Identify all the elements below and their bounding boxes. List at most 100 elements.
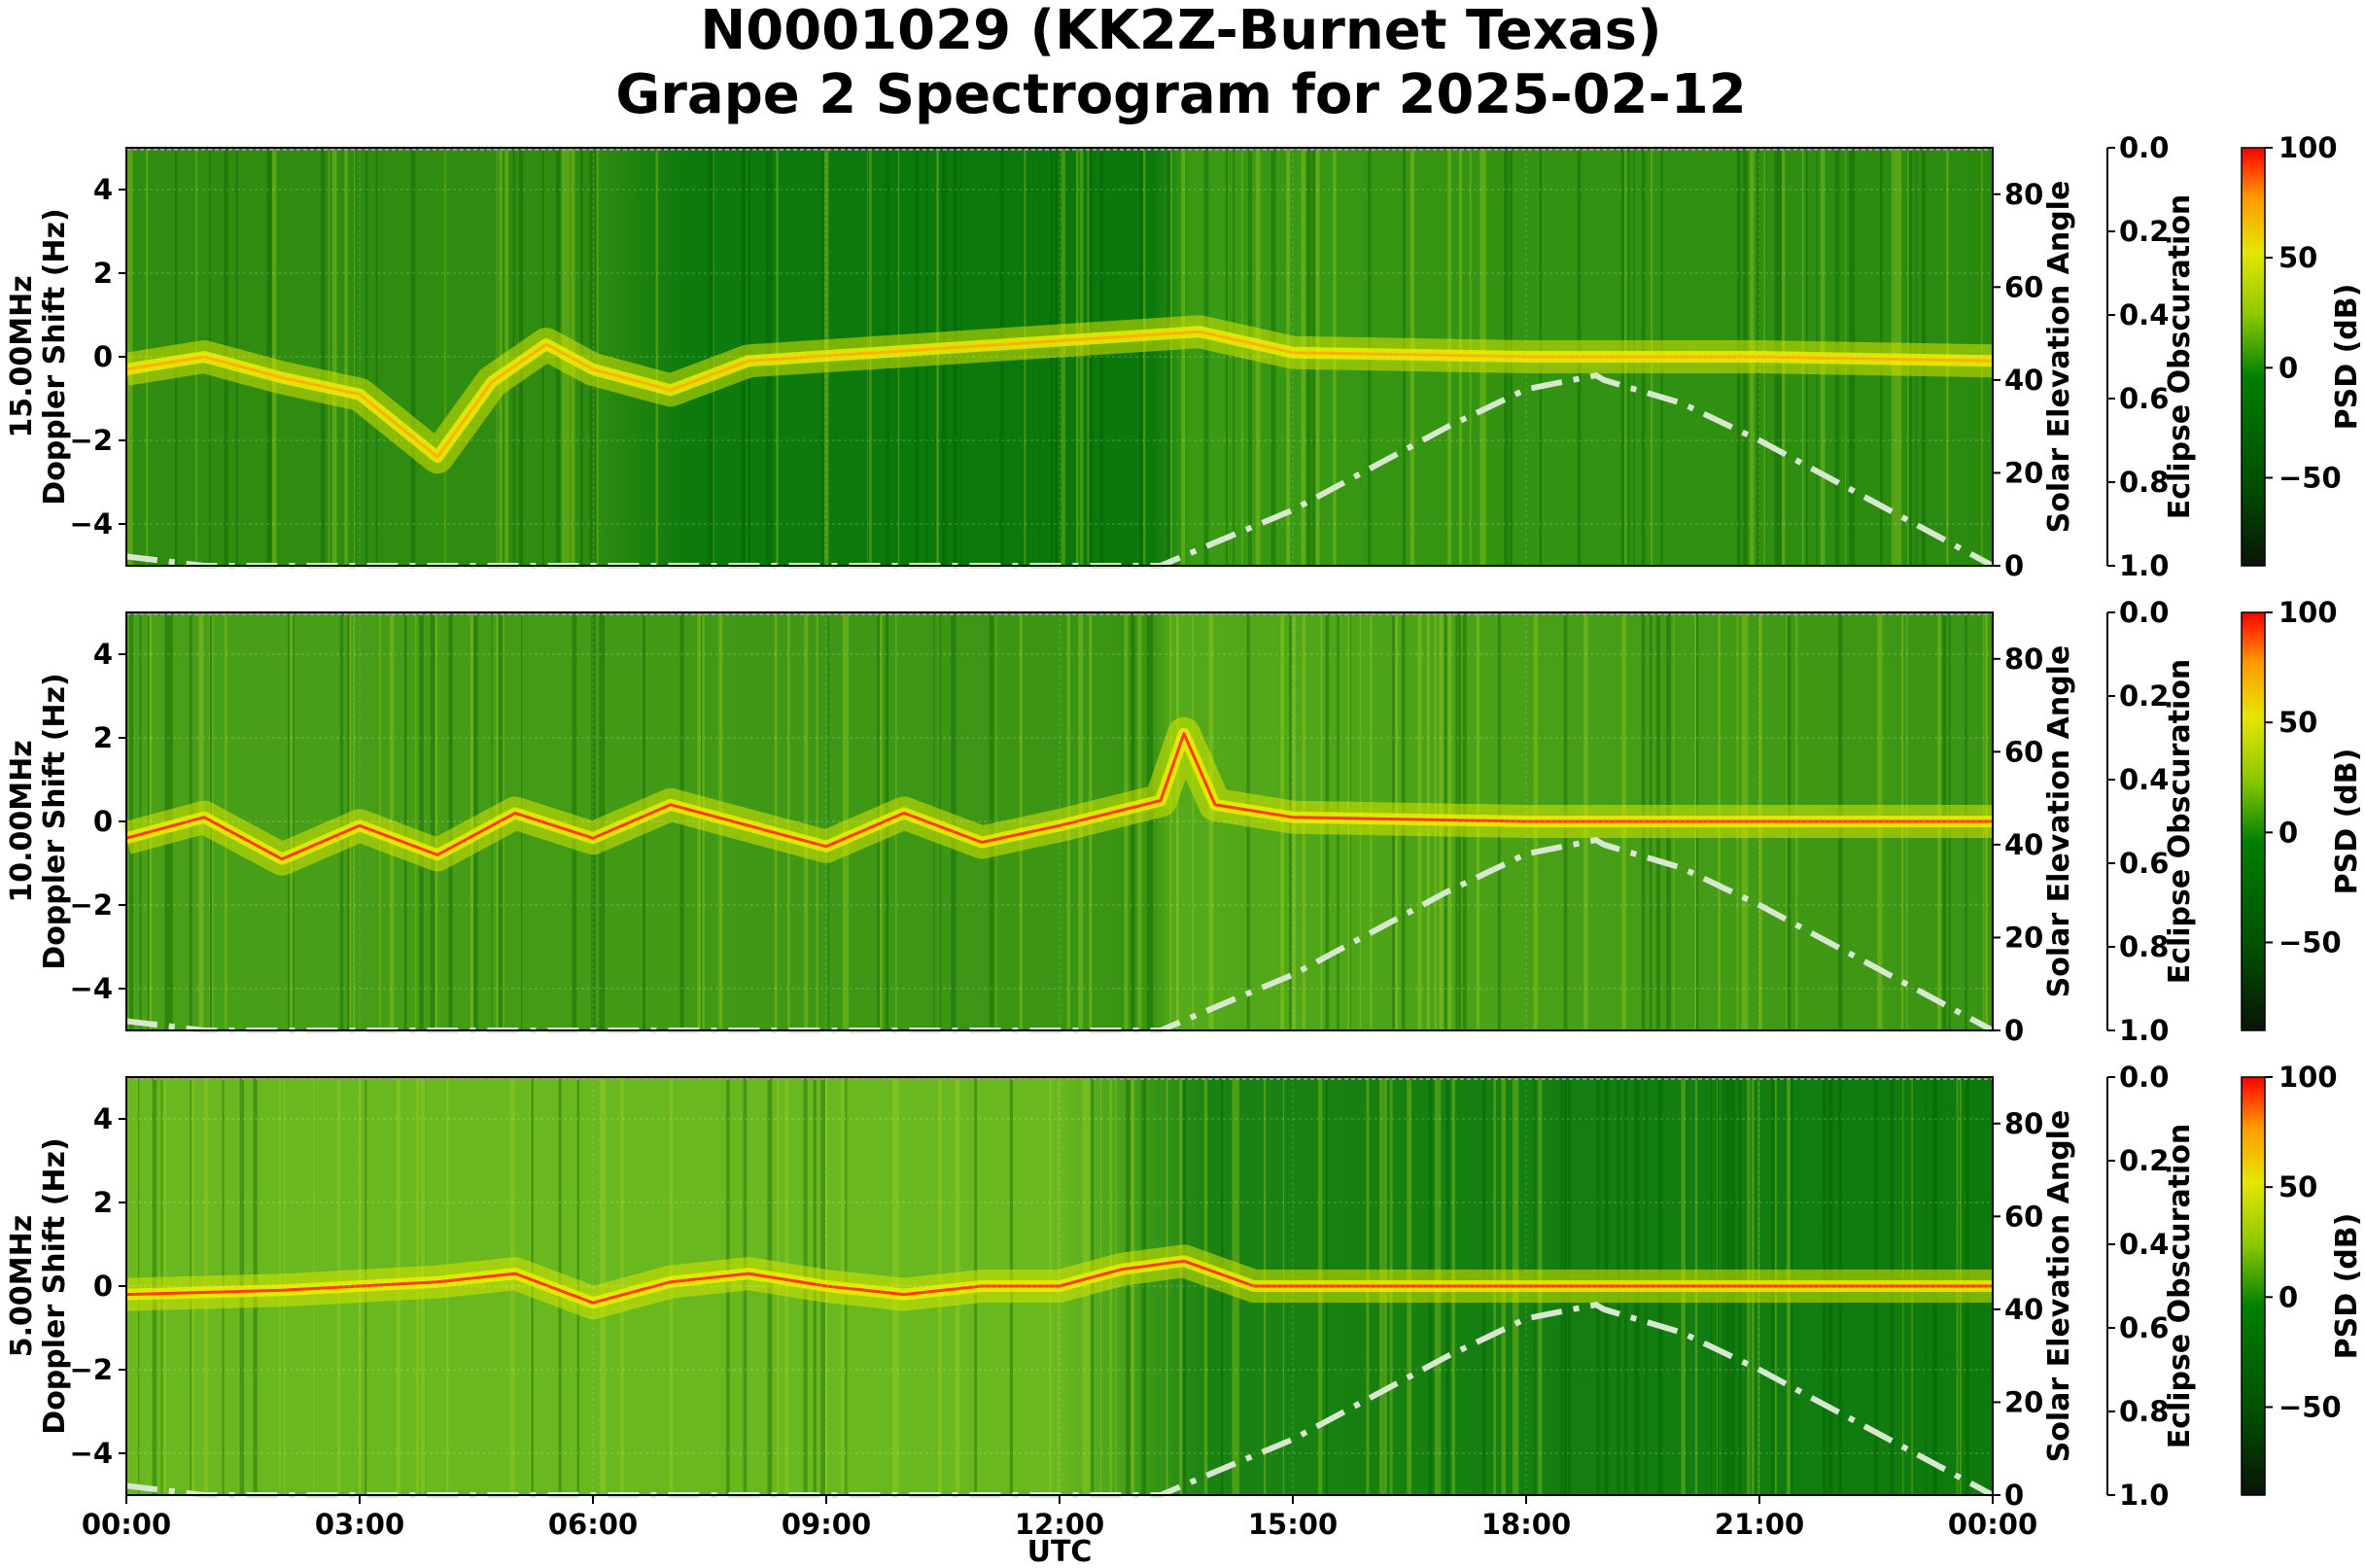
right-tick-label: 20 [2004, 1385, 2043, 1418]
spectrogram-stripe [266, 148, 271, 566]
solar-elevation-curve [125, 1301, 1995, 1498]
spectrogram-stripe [375, 148, 378, 566]
spectrogram-stripe [448, 612, 453, 1030]
spectrogram-stripe [415, 612, 417, 1030]
spectrogram-stripe [1175, 612, 1179, 1030]
x-tick-label: 09:00 [782, 1508, 871, 1541]
panel-5.00MHz: 420−2−45.00MHz Doppler Shift (Hz)80604020… [5, 1061, 2364, 1512]
colorbar-tick-label: 0 [2278, 351, 2298, 384]
colorbar-label: PSD (dB) [2330, 284, 2364, 431]
spectrogram-stripe [1130, 1077, 1135, 1495]
spectrogram-stripe [1139, 148, 1144, 566]
x-tick-label: 00:00 [1948, 1508, 2037, 1541]
x-tick-label: 12:00 [1015, 1508, 1104, 1541]
spectrogram-stripe [1148, 612, 1154, 1030]
solar-elevation-curve [125, 836, 1995, 1033]
spectrogram-stripe [1180, 1077, 1182, 1495]
x-tick-label: 00:00 [82, 1508, 171, 1541]
colorbar-label: PSD (dB) [2330, 749, 2364, 895]
x-tick-label: 18:00 [1481, 1508, 1571, 1541]
spectrogram-stripe [1203, 148, 1209, 566]
eclipse-tick-label: 1.0 [2119, 1014, 2169, 1047]
eclipse-tick-label: 0.8 [2119, 1395, 2169, 1428]
y-tick-label: 0 [93, 805, 113, 838]
x-tick-label: 06:00 [548, 1508, 638, 1541]
eclipse-tick-label: 0.2 [2119, 215, 2169, 248]
y-tick-label: −4 [70, 507, 113, 540]
spectrogram-stripe [1165, 1077, 1168, 1495]
spectrogram-stripe [1225, 148, 1228, 566]
spectrogram-stripe [1125, 1077, 1130, 1495]
right-tick-label: 60 [2004, 1200, 2043, 1233]
spectrogram-stripe [288, 612, 290, 1030]
right-tick-label: 40 [2004, 1293, 2043, 1326]
spectrogram-stripe [290, 612, 293, 1030]
eclipse-tick-label: 0.0 [2119, 596, 2169, 629]
spectrogram-stripe [293, 612, 295, 1030]
spectrogram-stripe [1169, 612, 1172, 1030]
spectrogram-stripe [1179, 1077, 1184, 1495]
spectrogram-stripe [989, 612, 994, 1030]
eclipse-tick-label: 1.0 [2119, 1479, 2169, 1512]
eclipse-tick-label: 0.0 [2119, 1061, 2169, 1094]
right-tick-label: 0 [2004, 549, 2024, 582]
spectrogram-stripe [1090, 148, 1094, 566]
right-tick-label: 60 [2004, 270, 2043, 303]
spectrogram-stripe [1182, 1077, 1187, 1495]
colorbar-tick-label: −50 [2278, 925, 2342, 958]
spectrogram-stripe [365, 148, 368, 566]
colorbar-tick-label: 50 [2278, 706, 2317, 739]
y-tick-label: −2 [70, 889, 113, 922]
y-tick-label: −4 [70, 1437, 113, 1470]
right-tick-label: 80 [2004, 178, 2043, 211]
spectrogram-stripe [1141, 1077, 1147, 1495]
spectrogram-stripe [708, 148, 713, 566]
y-axis-doppler-label: Doppler Shift (Hz) [38, 208, 72, 505]
spectrogram-stripe [1170, 148, 1172, 566]
right-tick-label: 40 [2004, 828, 2043, 861]
eclipse-tick-label: 0.6 [2119, 1311, 2169, 1344]
colorbar-tick-label: −50 [2278, 461, 2342, 494]
panel-15.00MHz: 420−2−415.00MHz Doppler Shift (Hz)8060402… [5, 131, 2364, 582]
carrier-trace [125, 330, 1994, 459]
y-tick-label: 4 [93, 638, 113, 671]
eclipse-tick-label: 0.4 [2119, 298, 2169, 331]
colorbar-tick-label: 100 [2278, 596, 2338, 629]
right-tick-label: 0 [2004, 1479, 2024, 1512]
spectrogram-stripe [816, 612, 818, 1030]
spectrogram-stripe [430, 612, 435, 1030]
spectrogram-stripe [1208, 612, 1214, 1030]
colorbar-tick-label: 50 [2278, 241, 2317, 274]
spectrogram-stripe [344, 148, 348, 566]
eclipse-tick-label: 0.4 [2119, 763, 2169, 796]
y-axis-frequency-label: 15.00MHz [5, 275, 39, 437]
spectrogram-stripe [1143, 148, 1146, 566]
spectrogram-stripe [354, 148, 357, 566]
y-tick-label: −2 [70, 424, 113, 457]
right-tick-label: 80 [2004, 1107, 2043, 1140]
colorbar-tick-label: 100 [2278, 131, 2338, 164]
spectrogram-stripe [995, 612, 997, 1030]
spectrogram-stripe [816, 612, 819, 1030]
carrier-trace [125, 1259, 1993, 1305]
solar-elevation-axis-label: Solar Elevation Angle [2042, 1110, 2076, 1463]
spectrogram-stripe [269, 148, 272, 566]
figure-title-line1: N0001029 (KK2Z-Burnet Texas) [700, 0, 1661, 62]
spectrogram-stripe [419, 612, 424, 1030]
eclipse-axis-label: Eclipse Obscuration [2163, 659, 2197, 985]
spectrogram-stripe [444, 148, 446, 566]
x-axis-label: UTC [1027, 1535, 1093, 1568]
spectrogram-stripe [1233, 148, 1235, 566]
spectrogram-stripe [271, 148, 274, 566]
figure-title-line2: Grape 2 Spectrogram for 2025-02-12 [615, 63, 1746, 126]
x-axis: 00:00 03:00 06:00 09:00 12:00 15:00 18:00 21:00… [82, 1495, 2037, 1541]
solar-elevation-curve [125, 371, 1995, 569]
panels-group: 420−2−415.00MHz Doppler Shift (Hz)8060402… [5, 131, 2364, 1512]
spectrogram-stripe [1181, 148, 1186, 566]
spectrogram-stripe [1087, 148, 1090, 566]
eclipse-tick-label: 1.0 [2119, 549, 2169, 582]
spectrogram-stripe [328, 148, 330, 566]
spectrogram-stripe [827, 612, 830, 1030]
spectrogram-stripe [354, 148, 356, 566]
y-tick-label: 2 [93, 1186, 113, 1219]
